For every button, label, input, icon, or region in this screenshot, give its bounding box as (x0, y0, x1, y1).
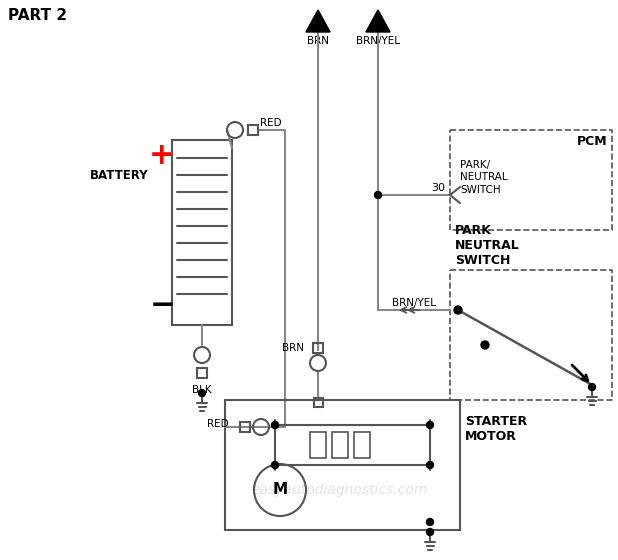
Circle shape (426, 519, 433, 525)
Text: PARK/
NEUTRAL
SWITCH: PARK/ NEUTRAL SWITCH (460, 160, 507, 195)
Bar (248, 125, 258, 135)
Text: BRN: BRN (307, 36, 329, 46)
Text: STARTER
MOTOR: STARTER MOTOR (465, 415, 527, 443)
Bar (313, 398, 323, 407)
Circle shape (481, 341, 489, 349)
Text: PARK
NEUTRAL
SWITCH: PARK NEUTRAL SWITCH (455, 224, 520, 267)
Circle shape (271, 422, 279, 428)
Text: M: M (273, 483, 287, 497)
Text: PART 2: PART 2 (8, 8, 67, 23)
Text: RED: RED (260, 118, 282, 128)
Bar (172, 140, 232, 325)
Circle shape (375, 192, 381, 198)
Circle shape (271, 461, 279, 469)
Circle shape (198, 390, 206, 396)
Bar (332, 432, 348, 458)
Circle shape (426, 529, 433, 535)
Text: easyautodiagnostics.com: easyautodiagnostics.com (252, 483, 428, 497)
Text: −: − (150, 291, 175, 320)
Circle shape (426, 422, 433, 428)
Text: +: + (149, 141, 175, 170)
Bar (240, 422, 250, 432)
Text: BRN/YEL: BRN/YEL (356, 36, 400, 46)
Bar (313, 343, 323, 353)
Circle shape (588, 384, 596, 390)
Text: BLK: BLK (192, 385, 212, 395)
Polygon shape (366, 10, 390, 32)
Circle shape (454, 306, 462, 314)
Text: RED: RED (208, 419, 229, 429)
Bar (354, 432, 370, 458)
Bar (225, 400, 460, 530)
Text: BRN/YEL: BRN/YEL (392, 298, 436, 308)
Text: BRN: BRN (282, 343, 304, 353)
Polygon shape (306, 10, 330, 32)
Text: 30: 30 (431, 183, 445, 193)
Circle shape (426, 461, 433, 469)
Text: BATTERY: BATTERY (90, 169, 148, 181)
Text: PCM: PCM (577, 135, 607, 148)
Bar (310, 432, 326, 458)
Bar (197, 368, 207, 378)
